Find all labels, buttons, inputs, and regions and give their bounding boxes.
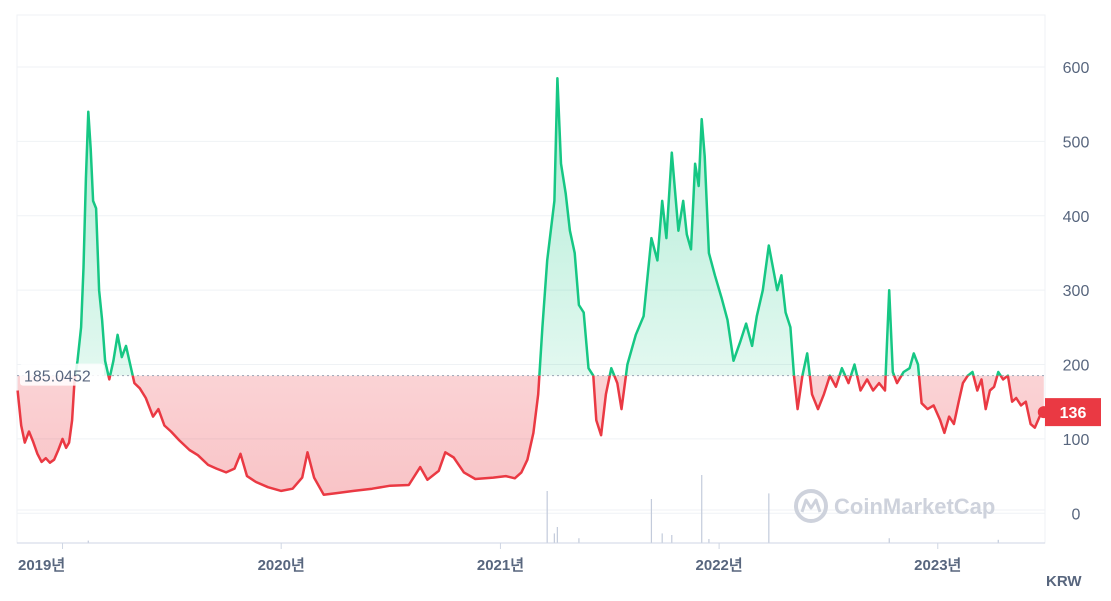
volume-bar — [708, 539, 710, 543]
baseline-label-bg — [20, 363, 104, 386]
x-tick-label: 2020년 — [258, 557, 305, 574]
watermark-text: CoinMarketCap — [834, 494, 995, 519]
volume-bar — [768, 493, 770, 543]
y-tick-label: 400 — [1063, 209, 1090, 226]
volume-bar — [578, 538, 580, 543]
y-tick-label: 500 — [1063, 134, 1090, 151]
volume-bar — [546, 491, 548, 543]
volume-bar — [650, 499, 653, 543]
x-axis: 2019년 2020년 2021년 2022년 2023년 — [17, 542, 1045, 574]
volume-bar — [661, 533, 663, 543]
coinmarketcap-logo-icon — [794, 489, 828, 523]
volume-bar — [671, 535, 673, 543]
y-tick-label: 200 — [1063, 358, 1090, 375]
coinmarketcap-watermark: CoinMarketCap — [794, 489, 995, 523]
volume-bar — [997, 539, 999, 543]
price-lines — [16, 76, 1045, 496]
volume-bar — [87, 540, 89, 543]
baseline-label-group: 185.0452 — [20, 363, 104, 386]
price-areas — [17, 78, 1044, 495]
plot-frame — [16, 14, 1046, 544]
volume-bar — [701, 475, 703, 543]
price-line-below — [16, 375, 1045, 496]
current-price-bg — [1045, 398, 1101, 427]
y-tick-label: 0 — [1072, 506, 1081, 523]
x-tick-label: 2023년 — [914, 557, 961, 574]
area-below-baseline — [17, 375, 1044, 495]
y-axis: 0 100 200 300 400 500 600 — [1063, 60, 1090, 523]
x-tick-label: 2019년 — [18, 557, 65, 574]
baseline-label: 185.0452 — [24, 369, 91, 386]
y-tick-label: 300 — [1063, 283, 1090, 300]
currency-label: KRW — [1046, 573, 1082, 590]
volume-bars — [87, 475, 999, 543]
x-tick-label: 2022년 — [696, 557, 743, 574]
current-price-label: 136 — [1060, 405, 1087, 422]
volume-bar — [888, 538, 890, 543]
volume-bar — [553, 533, 555, 543]
y-tick-label: 100 — [1063, 432, 1090, 449]
current-price-marker: 136 — [1037, 398, 1101, 427]
price-line-above — [74, 76, 1010, 376]
y-tick-label: 600 — [1063, 60, 1090, 77]
x-tick-label: 2021년 — [477, 557, 524, 574]
volume-bar — [556, 527, 558, 543]
